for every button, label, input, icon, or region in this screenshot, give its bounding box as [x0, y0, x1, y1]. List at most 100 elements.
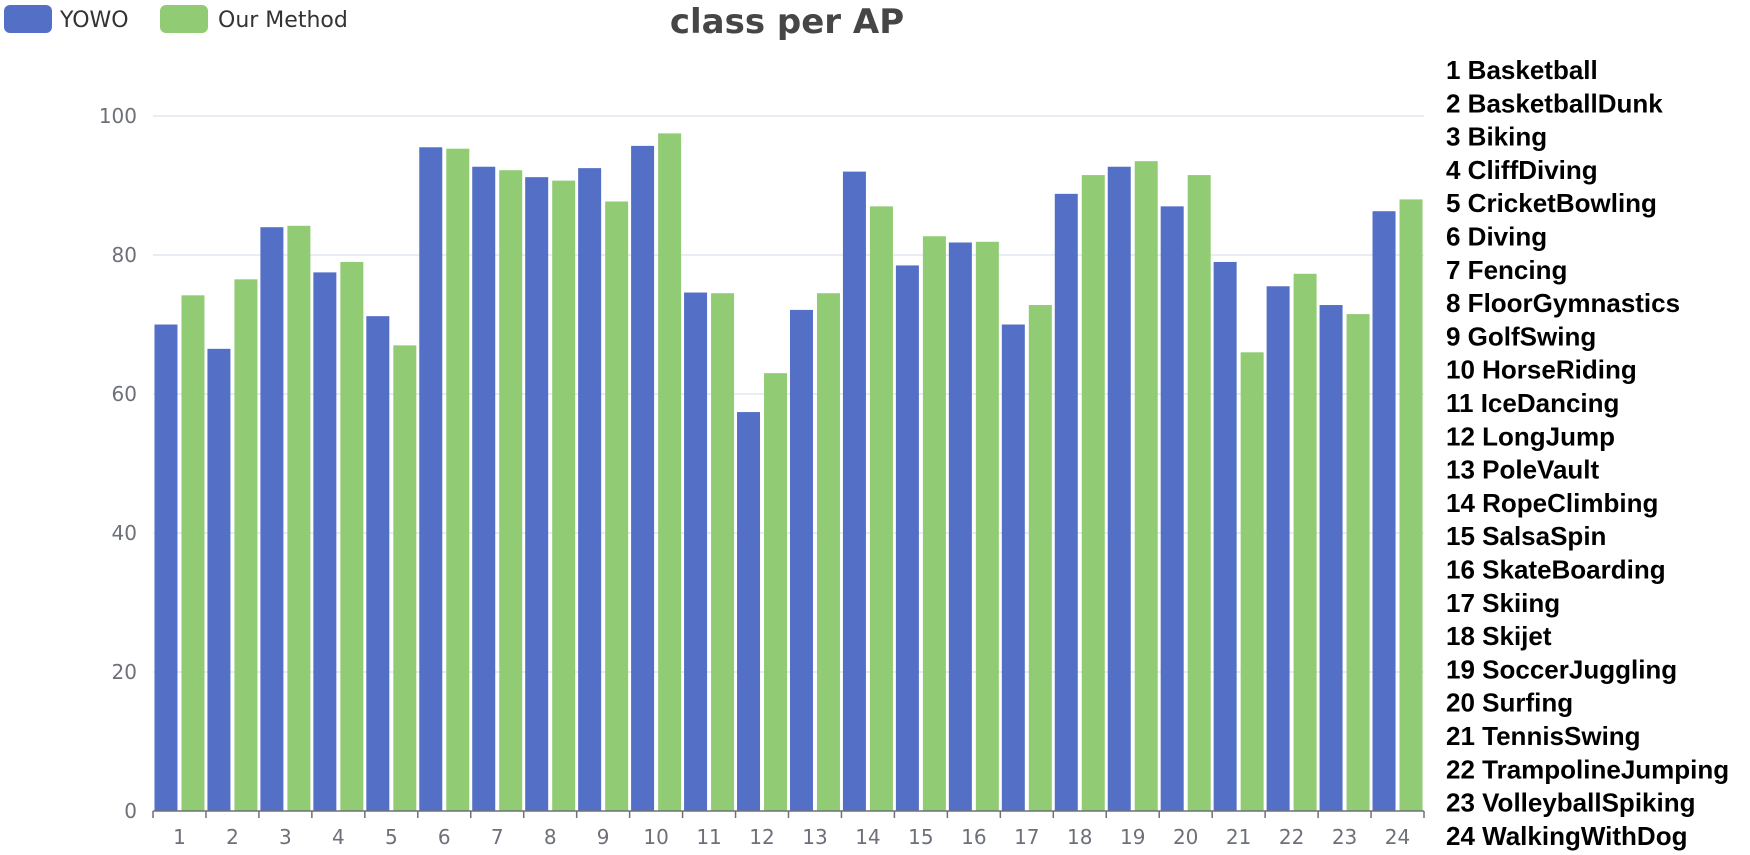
bar-series [154, 133, 1423, 812]
x-tick-label: 5 [385, 825, 398, 849]
class-list-item: 24 WalkingWithDog [1446, 821, 1687, 851]
class-list-item: 16 SkateBoarding [1446, 555, 1666, 585]
x-tick-label: 20 [1173, 825, 1198, 849]
x-tick-label: 4 [332, 825, 345, 849]
chart-title: class per AP [670, 2, 904, 42]
bar-yowo-11 [684, 292, 708, 811]
class-list-item: 8 FloorGymnastics [1446, 288, 1680, 318]
class-list-item: 9 GolfSwing [1446, 321, 1596, 351]
bar-our-method-5 [393, 345, 417, 811]
class-list-item: 23 VolleyballSpiking [1446, 788, 1696, 818]
class-list-item: 13 PoleVault [1446, 455, 1600, 485]
x-tick-label: 7 [491, 825, 504, 849]
class-list-item: 15 SalsaSpin [1446, 521, 1606, 551]
bar-yowo-19 [1107, 166, 1131, 812]
bar-yowo-17 [1001, 324, 1025, 811]
bar-our-method-11 [711, 293, 735, 812]
bar-yowo-23 [1319, 305, 1343, 811]
x-tick-label: 9 [597, 825, 610, 849]
bar-yowo-22 [1266, 286, 1290, 811]
x-tick-label: 21 [1226, 825, 1251, 849]
class-list-item: 7 Fencing [1446, 255, 1567, 285]
class-list-item: 18 Skijet [1446, 621, 1552, 651]
bar-our-method-12 [764, 373, 788, 811]
y-tick-label: 80 [112, 243, 137, 267]
bar-our-method-18 [1081, 175, 1105, 811]
legend-label-yowo: YOWO [59, 8, 129, 33]
x-tick-label: 17 [1014, 825, 1039, 849]
bar-our-method-16 [975, 241, 999, 812]
x-tick-label: 16 [961, 825, 986, 849]
bar-our-method-20 [1187, 175, 1211, 811]
bar-our-method-4 [340, 261, 364, 811]
bar-our-method-1 [181, 295, 205, 811]
x-tick-label: 15 [908, 825, 933, 849]
bar-yowo-8 [525, 177, 549, 811]
bar-yowo-12 [737, 412, 761, 811]
class-list-item: 12 LongJump [1446, 421, 1615, 451]
bar-our-method-14 [869, 206, 893, 812]
bar-our-method-3 [287, 225, 311, 811]
bar-yowo-4 [313, 272, 337, 811]
legend-swatch-yowo [4, 5, 52, 33]
bar-our-method-22 [1293, 273, 1317, 811]
bar-our-method-23 [1346, 314, 1370, 811]
bar-our-method-7 [499, 170, 523, 811]
y-tick-label: 40 [112, 521, 137, 545]
bar-yowo-10 [631, 145, 655, 811]
bar-our-method-17 [1028, 305, 1052, 811]
x-tick-label: 14 [855, 825, 880, 849]
bar-our-method-10 [658, 133, 682, 811]
x-tick-label: 24 [1385, 825, 1410, 849]
x-tick-label: 22 [1279, 825, 1304, 849]
class-list-item: 3 Biking [1446, 122, 1547, 152]
class-list-item: 20 Surfing [1446, 688, 1573, 718]
x-tick-label: 3 [279, 825, 292, 849]
bar-yowo-15 [895, 265, 919, 811]
bar-yowo-1 [154, 324, 178, 811]
x-tick-label: 6 [438, 825, 451, 849]
x-tick-label: 1 [173, 825, 186, 849]
class-list-item: 2 BasketballDunk [1446, 88, 1663, 118]
bar-our-method-15 [922, 236, 946, 812]
legend: YOWO Our Method [4, 5, 348, 33]
bar-our-method-2 [234, 279, 258, 811]
bar-yowo-2 [207, 348, 231, 811]
grid-lines [153, 115, 1424, 673]
bar-our-method-9 [605, 201, 629, 812]
bar-yowo-24 [1372, 211, 1396, 812]
y-tick-label: 60 [112, 382, 137, 406]
x-tick-label: 19 [1120, 825, 1145, 849]
x-tick-label: 10 [643, 825, 668, 849]
class-list-item: 14 RopeClimbing [1446, 488, 1658, 518]
y-tick-label: 0 [124, 799, 137, 823]
class-list-item: 19 SoccerJuggling [1446, 654, 1677, 684]
bar-yowo-14 [842, 171, 866, 812]
bar-yowo-5 [366, 316, 390, 811]
class-list-item: 21 TennisSwing [1446, 721, 1641, 751]
bar-yowo-7 [472, 166, 496, 812]
bar-our-method-13 [816, 293, 840, 812]
bar-our-method-8 [552, 180, 576, 811]
class-list-item: 11 IceDancing [1446, 388, 1619, 418]
x-tick-label: 2 [226, 825, 239, 849]
class-list-item: 5 CricketBowling [1446, 188, 1657, 218]
legend-swatch-our-method [160, 5, 208, 33]
bar-our-method-19 [1134, 161, 1158, 812]
bar-yowo-6 [419, 147, 443, 811]
class-list-item: 17 Skiing [1446, 588, 1560, 618]
x-tick-label: 11 [696, 825, 721, 849]
bar-yowo-21 [1213, 261, 1237, 811]
bar-yowo-9 [578, 168, 602, 811]
class-list-item: 6 Diving [1446, 222, 1547, 252]
class-list-item: 4 CliffDiving [1446, 155, 1598, 185]
legend-label-our-method: Our Method [218, 8, 348, 33]
bar-our-method-21 [1240, 352, 1264, 811]
x-tick-label: 18 [1067, 825, 1092, 849]
bar-yowo-3 [260, 227, 284, 811]
x-tick-label: 23 [1332, 825, 1357, 849]
class-list-item: 10 HorseRiding [1446, 355, 1637, 385]
